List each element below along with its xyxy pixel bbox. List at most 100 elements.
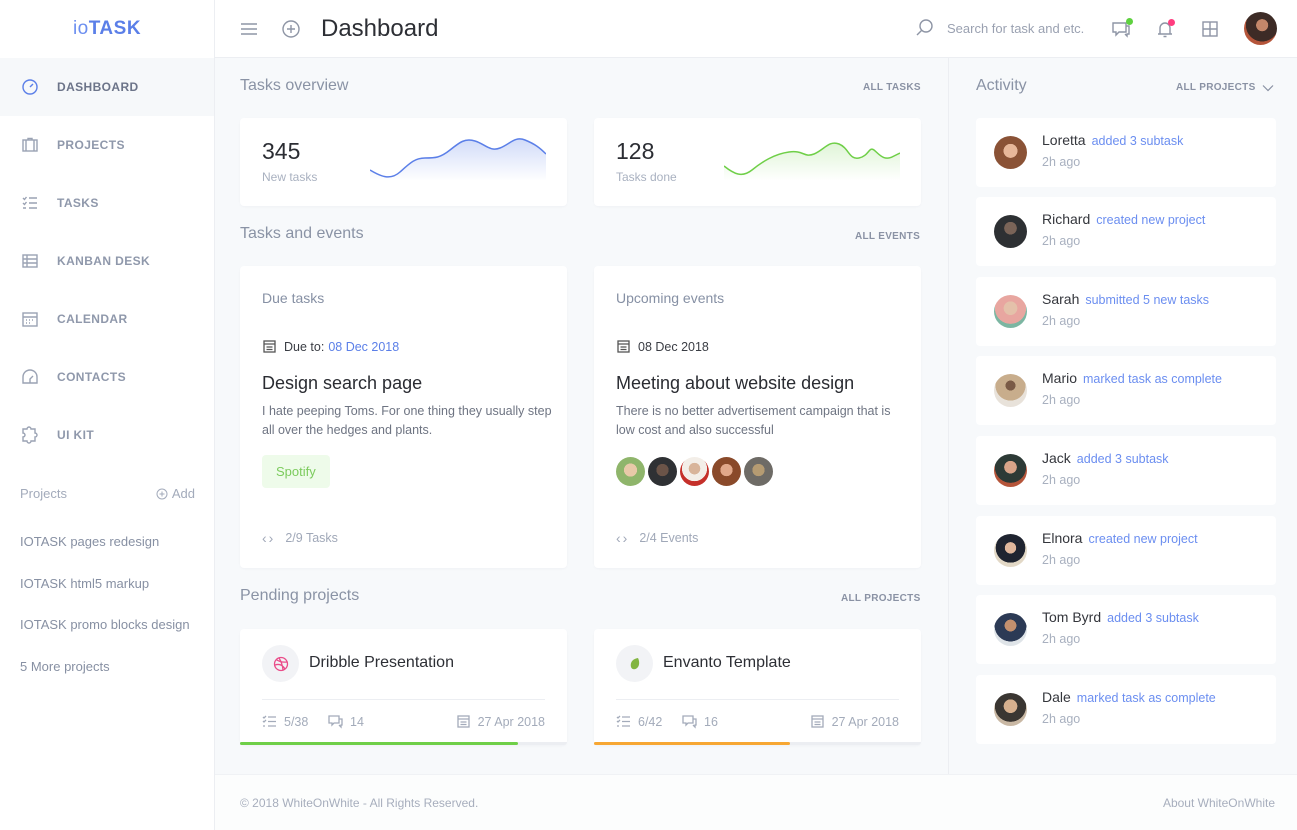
stat-label: New tasks	[262, 170, 318, 184]
section-title-activity: Activity	[976, 77, 1027, 94]
calendar-icon	[617, 340, 630, 353]
progress-fill	[240, 742, 518, 745]
stat-card-new-tasks: 345 New tasks	[240, 118, 567, 206]
due-tasks-card: Due tasks Due to: 08 Dec 2018 Design sea…	[240, 266, 567, 568]
project-link[interactable]: IOTASK promo blocks design	[20, 617, 190, 633]
avatar	[994, 136, 1027, 169]
project-link[interactable]: IOTASK pages redesign	[20, 534, 160, 550]
sidebar-item-calendar[interactable]: CALENDAR	[0, 290, 214, 348]
project-logo	[262, 645, 299, 682]
avatar	[994, 693, 1027, 726]
progress-bar	[240, 742, 567, 745]
avatar[interactable]	[680, 457, 709, 486]
chat-icon	[328, 715, 343, 729]
project-card-envato[interactable]: Envanto Template 6/42 16 27 Apr 2018	[594, 629, 921, 745]
add-circle-icon[interactable]	[281, 19, 301, 39]
section-title-pending: Pending projects	[240, 587, 360, 604]
contacts-icon	[22, 369, 38, 384]
activity-item[interactable]: Loretta added 3 subtask 2h ago	[976, 118, 1276, 187]
dribbble-icon	[273, 656, 288, 671]
activity-item[interactable]: Mario marked task as complete 2h ago	[976, 356, 1276, 425]
plus-circle-icon	[156, 488, 168, 499]
sidebar-item-contacts[interactable]: CONTACTS	[0, 348, 214, 406]
user-avatar[interactable]	[1244, 12, 1277, 45]
activity-item[interactable]: Sarah submitted 5 new tasks 2h ago	[976, 277, 1276, 346]
project-card-dribbble[interactable]: Dribble Presentation 5/38 14 27 Apr 2018	[240, 629, 567, 745]
task-title[interactable]: Design search page	[262, 373, 423, 393]
card-heading: Due tasks	[262, 290, 325, 306]
activity-item[interactable]: Tom Byrd added 3 subtask 2h ago	[976, 595, 1276, 664]
search-input[interactable]: Search for task and etc.	[947, 20, 1085, 36]
sidebar-item-tasks[interactable]: TASKS	[0, 174, 214, 232]
sidebar-item-kanban[interactable]: KANBAN DESK	[0, 232, 214, 290]
divider	[616, 699, 899, 700]
chat-icon	[682, 715, 697, 729]
sparkline-new-tasks	[370, 138, 546, 181]
notifications-dot	[1168, 19, 1175, 26]
avatar[interactable]	[744, 457, 773, 486]
calendar-icon	[456, 715, 470, 728]
avatar	[994, 295, 1027, 328]
checklist-icon	[262, 715, 276, 727]
search-icon	[916, 19, 933, 36]
event-title[interactable]: Meeting about website design	[616, 373, 855, 393]
calendar-icon	[263, 340, 276, 353]
add-project-button[interactable]: Add	[156, 486, 195, 501]
task-tag[interactable]: Spotify	[262, 455, 330, 488]
all-events-link[interactable]: ALL EVENTS	[855, 231, 921, 242]
task-count: 5/38	[262, 714, 308, 729]
table-icon	[22, 254, 38, 268]
project-name: Envanto Template	[663, 654, 791, 671]
notifications-button[interactable]	[1155, 19, 1175, 44]
activity-item[interactable]: Jack added 3 subtask 2h ago	[976, 436, 1276, 505]
prev-next-arrows[interactable]: ‹›	[262, 530, 276, 546]
all-tasks-link[interactable]: ALL TASKS	[863, 82, 921, 93]
avatar	[994, 374, 1027, 407]
card-heading: Upcoming events	[616, 290, 725, 306]
apps-button[interactable]	[1200, 19, 1220, 44]
avatar	[994, 534, 1027, 567]
more-projects-link[interactable]: 5 More projects	[20, 658, 110, 674]
logo[interactable]: io TASK	[72, 18, 142, 39]
envato-leaf-icon	[630, 657, 639, 669]
task-pager: ‹› 2/9 Tasks	[262, 530, 338, 546]
messages-dot	[1126, 18, 1133, 25]
footer: © 2018 WhiteOnWhite - All Rights Reserve…	[215, 774, 1297, 830]
messages-button[interactable]	[1111, 18, 1133, 44]
checklist-icon	[616, 715, 630, 727]
projects-header: Projects Add	[20, 486, 195, 501]
sidebar-item-dashboard[interactable]: DASHBOARD	[0, 58, 214, 116]
activity-item[interactable]: Richard created new project 2h ago	[976, 197, 1276, 266]
sparkline-tasks-done	[724, 142, 900, 181]
prev-next-arrows[interactable]: ‹›	[616, 530, 630, 546]
activity-item[interactable]: Dale marked task as complete 2h ago	[976, 675, 1276, 744]
project-link[interactable]: IOTASK html5 markup	[20, 575, 150, 591]
puzzle-icon	[22, 426, 38, 444]
copyright-text: © 2018 WhiteOnWhite - All Rights Reserve…	[240, 796, 479, 810]
activity-filter-dropdown[interactable]: ALL PROJECTS	[1176, 82, 1274, 93]
avatar[interactable]	[616, 457, 645, 486]
activity-item[interactable]: Elnora created new project 2h ago	[976, 516, 1276, 585]
stat-label: Tasks done	[616, 170, 677, 184]
gauge-icon	[22, 79, 38, 95]
chat-icon	[1112, 22, 1130, 38]
sidebar-item-ui-kit[interactable]: UI KIT	[0, 406, 214, 464]
event-date: 08 Dec 2018	[616, 339, 709, 354]
avatar	[994, 454, 1027, 487]
avatar[interactable]	[648, 457, 677, 486]
avatar	[994, 613, 1027, 646]
search-box[interactable]: Search for task and etc.	[915, 18, 1084, 38]
avatar[interactable]	[712, 457, 741, 486]
task-description: I hate peeping Toms. For one thing they …	[262, 404, 552, 437]
attendee-avatars	[616, 457, 773, 486]
about-link[interactable]: About WhiteOnWhite	[1162, 796, 1275, 810]
menu-icon[interactable]	[239, 19, 259, 39]
section-title-overview: Tasks overview	[240, 77, 349, 94]
project-list: IOTASK pages redesign IOTASK html5 marku…	[0, 521, 214, 687]
sidebar: io TASK DASHBOARD PROJECTS TASKS KANBAN D…	[0, 0, 215, 830]
comment-count: 16	[682, 714, 718, 729]
sidebar-item-projects[interactable]: PROJECTS	[0, 116, 214, 174]
divider	[262, 699, 545, 700]
all-projects-link[interactable]: ALL PROJECTS	[841, 593, 921, 604]
